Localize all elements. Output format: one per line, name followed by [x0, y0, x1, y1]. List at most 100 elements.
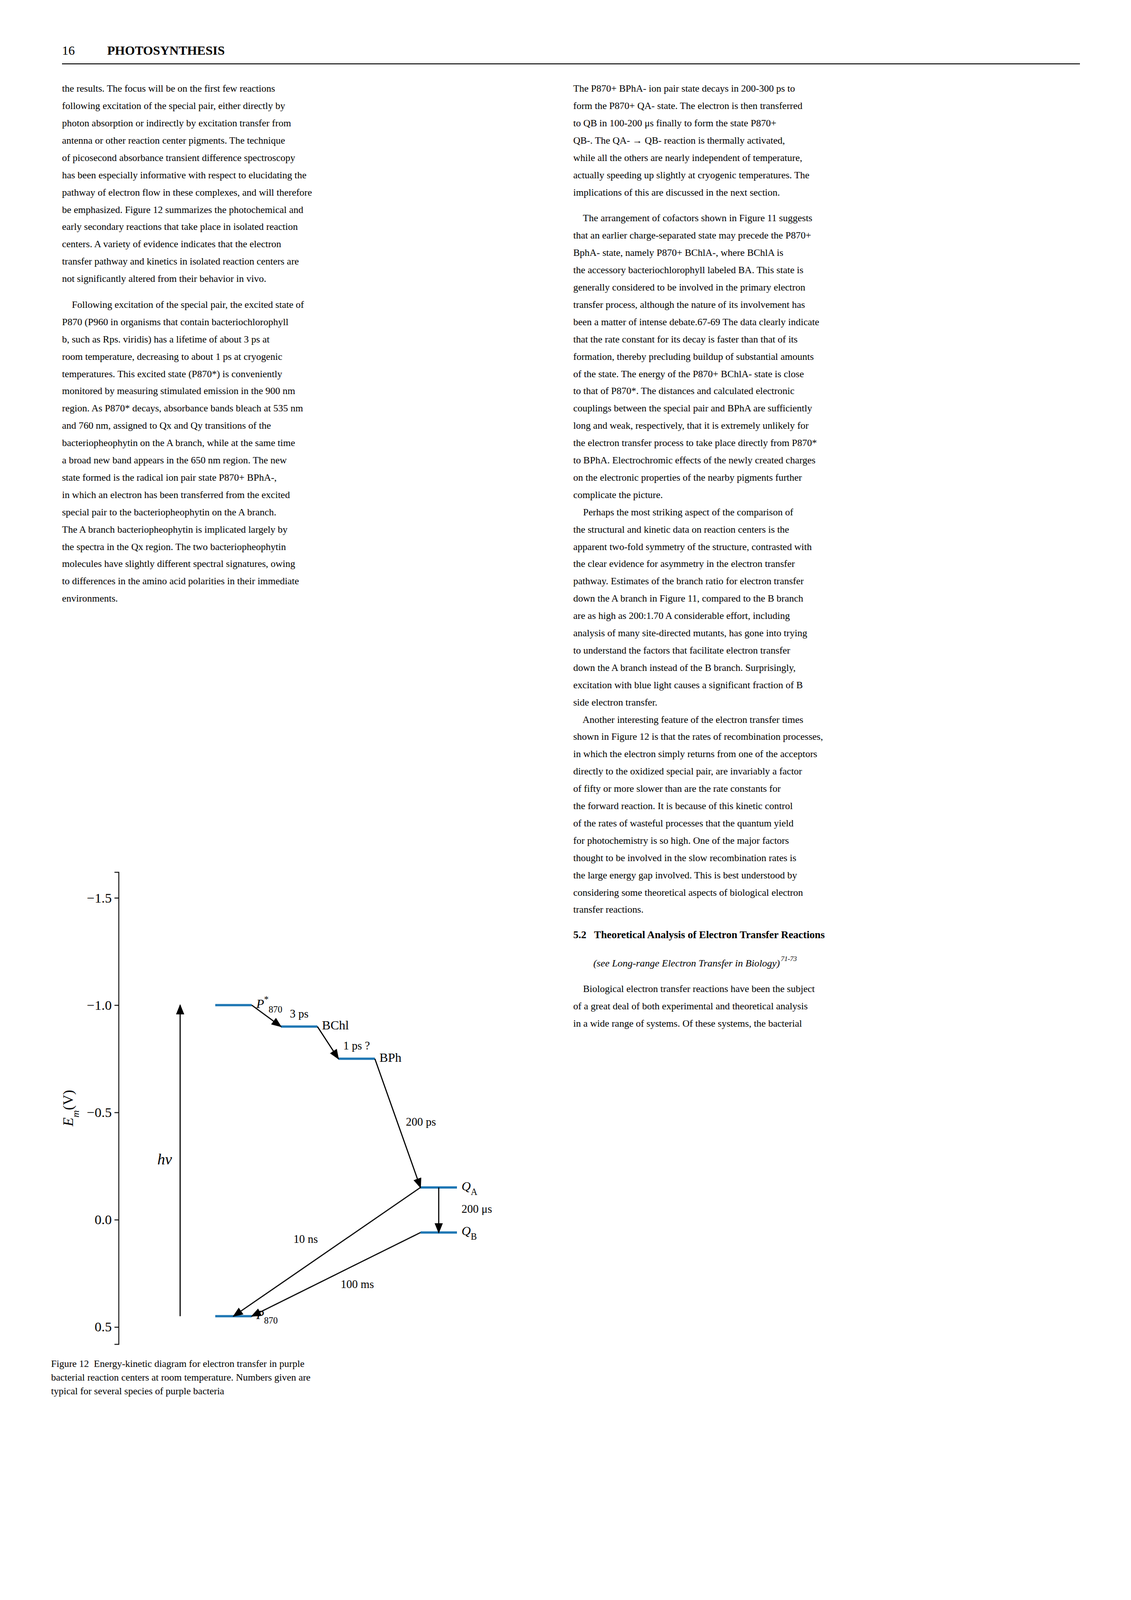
figure-caption: Figure 12 Energy-kinetic diagram for ele… [51, 1358, 305, 1370]
body-text: been a matter of intense debate.67-69 Th… [573, 316, 820, 328]
body-text: apparent two-fold symmetry of the struct… [573, 541, 812, 553]
body-text: complicate the picture. [573, 489, 663, 501]
body-text: Following excitation of the special pair… [62, 299, 305, 311]
body-text: region. As P870* decays, absorbance band… [62, 402, 304, 414]
tick: −1.0 [87, 997, 119, 1013]
body-text: The A branch bacteriopheophytin is impli… [62, 523, 288, 535]
header-rule [62, 63, 1080, 65]
tick-mark [114, 1004, 119, 1006]
body-text: antenna or other reaction center pigment… [62, 134, 286, 146]
section-subheader: (see Long-range Electron Transfer in Bio… [593, 957, 780, 969]
body-text: long and weak, respectively, that it is … [573, 420, 809, 431]
y-axis-label: Em(V) [59, 1089, 82, 1127]
body-text: on the electronic properties of the near… [573, 472, 802, 483]
tick-label: −0.5 [87, 1104, 112, 1120]
transition-label: 200 μs [461, 1202, 493, 1215]
body-text: photon absorption or indirectly by excit… [62, 117, 291, 129]
figure-caption: typical for several species of purple ba… [51, 1385, 225, 1397]
body-text: analysis of many site-directed mutants, … [573, 627, 808, 639]
body-text: transfer process, although the nature of… [573, 299, 805, 311]
body-text: to understand the factors that facilitat… [573, 644, 791, 656]
body-text: the spectra in the Qx region. The two ba… [62, 541, 286, 553]
transition-label: hν [157, 1150, 173, 1168]
body-text: actually speeding up slightly at cryogen… [573, 169, 810, 181]
transition-label: 3 ps [290, 1007, 309, 1020]
body-text: the electron transfer process to take pl… [573, 437, 817, 449]
tick: −1.5 [87, 890, 119, 906]
body-text: considering some theoretical aspects of … [573, 887, 804, 898]
body-text: generally considered to be involved in t… [573, 281, 806, 293]
body-text: of the state. The energy of the P870+ BC… [573, 368, 805, 380]
body-text: thought to be involved in the slow recom… [573, 852, 797, 864]
tick: −0.5 [87, 1104, 119, 1120]
body-text: excitation with blue light causes a sign… [573, 679, 803, 691]
body-text: shown in Figure 12 is that the rates of … [573, 731, 824, 742]
body-text: the accessory bacteriochlorophyll labele… [573, 264, 804, 276]
body-text: to that of P870*. The distances and calc… [573, 385, 795, 397]
state-label: P870 [255, 1307, 278, 1325]
transition-arrow [179, 1005, 182, 1317]
body-text: state formed is the radical ion pair sta… [62, 472, 277, 483]
tick-label: 0.5 [94, 1318, 113, 1334]
state-label: P*870 [255, 993, 283, 1014]
page-number: 16 [62, 43, 75, 58]
body-text: to BPhA. Electrochromic effects of the n… [573, 454, 816, 466]
state-label: BPh [379, 1050, 402, 1065]
body-text: the forward reaction. It is because of t… [573, 800, 793, 812]
body-text: down the A branch instead of the B branc… [573, 662, 796, 674]
tick-label: 0.0 [94, 1211, 113, 1227]
transition-arrow [438, 1187, 440, 1233]
page: 16PHOTOSYNTHESISthe results. The focus w… [0, 0, 1131, 1600]
body-text: form the P870+ QA- state. The electron i… [573, 100, 803, 112]
tick-label: −1.5 [87, 890, 112, 906]
body-text: side electron transfer. [573, 696, 658, 708]
diagram: −1.5 −1.0 −0.5 0.0 0.5 Em(V) P*870 BChl BPh QA QB P… [59, 872, 493, 1345]
transition-arrow [251, 1232, 421, 1316]
state-label: QB [461, 1224, 478, 1242]
tick-mark [114, 1326, 119, 1328]
energy-level [280, 1025, 318, 1028]
tick-label: −1.0 [87, 997, 112, 1013]
body-text: BphA- state, namely P870+ BChlA-, where … [573, 247, 784, 259]
tick-mark [114, 1111, 119, 1113]
body-text: P870 (P960 in organisms that contain bac… [62, 316, 289, 328]
body-text: of picosecond absorbance transient diffe… [62, 152, 296, 164]
body-text: to QB in 100-200 μs finally to form the … [573, 117, 777, 129]
body-text: monitored by measuring stimulated emissi… [62, 385, 296, 397]
state-label: BChl [321, 1017, 349, 1033]
transition-label: 100 ms [340, 1277, 374, 1291]
y-axis: −1.5 −1.0 −0.5 0.0 0.5 [87, 872, 120, 1345]
body-text: not significantly altered from their beh… [62, 273, 267, 285]
body-text: down the A branch in Figure 11, compared… [573, 592, 804, 604]
body-text: transfer pathway and kinetics in isolate… [62, 255, 299, 267]
body-text: Biological electron transfer reactions h… [573, 983, 815, 995]
marks [180, 1005, 457, 1317]
body-text: QB-. The QA- → QB- reaction is thermally… [573, 134, 785, 146]
energy-level [215, 1003, 252, 1007]
body-text: in which the electron simply returns fro… [573, 748, 818, 760]
body-text: transfer reactions. [573, 903, 644, 915]
body-text: of the rates of wasteful processes that … [573, 817, 794, 829]
body-text: room temperature, decreasing to about 1 … [62, 351, 283, 363]
tick-mark [114, 1219, 119, 1221]
body-text: directly to the oxidized special pair, a… [573, 765, 803, 777]
body-text: early secondary reactions that take plac… [62, 221, 298, 233]
body-text: of fifty or more slower than are the rat… [573, 783, 781, 794]
body-text: that the rate constant for its decay is … [573, 333, 798, 345]
body-text: the clear evidence for asymmetry in the … [573, 558, 795, 570]
body-text: following excitation of the special pair… [62, 100, 286, 112]
body-text: pathway. Estimates of the branch ratio f… [573, 575, 804, 587]
body-text: molecules have slightly different spectr… [62, 558, 296, 570]
tick: 0.0 [94, 1211, 120, 1227]
body-text: Perhaps the most striking aspect of the … [573, 506, 794, 518]
body-text: pathway of electron flow in these comple… [62, 186, 312, 198]
state-label: QA [461, 1178, 478, 1197]
tick-mark [114, 897, 119, 899]
transition-arrow [233, 1187, 421, 1317]
transition-label: 200 ps [405, 1115, 436, 1128]
body-text: that an earlier charge-separated state m… [573, 229, 812, 241]
body-text: centers. A variety of evidence indicates… [62, 238, 282, 250]
body-text: in a wide range of systems. Of these sys… [573, 1017, 803, 1029]
body-text: couplings between the special pair and B… [573, 402, 813, 414]
body-text: implications of this are discussed in th… [573, 186, 780, 198]
